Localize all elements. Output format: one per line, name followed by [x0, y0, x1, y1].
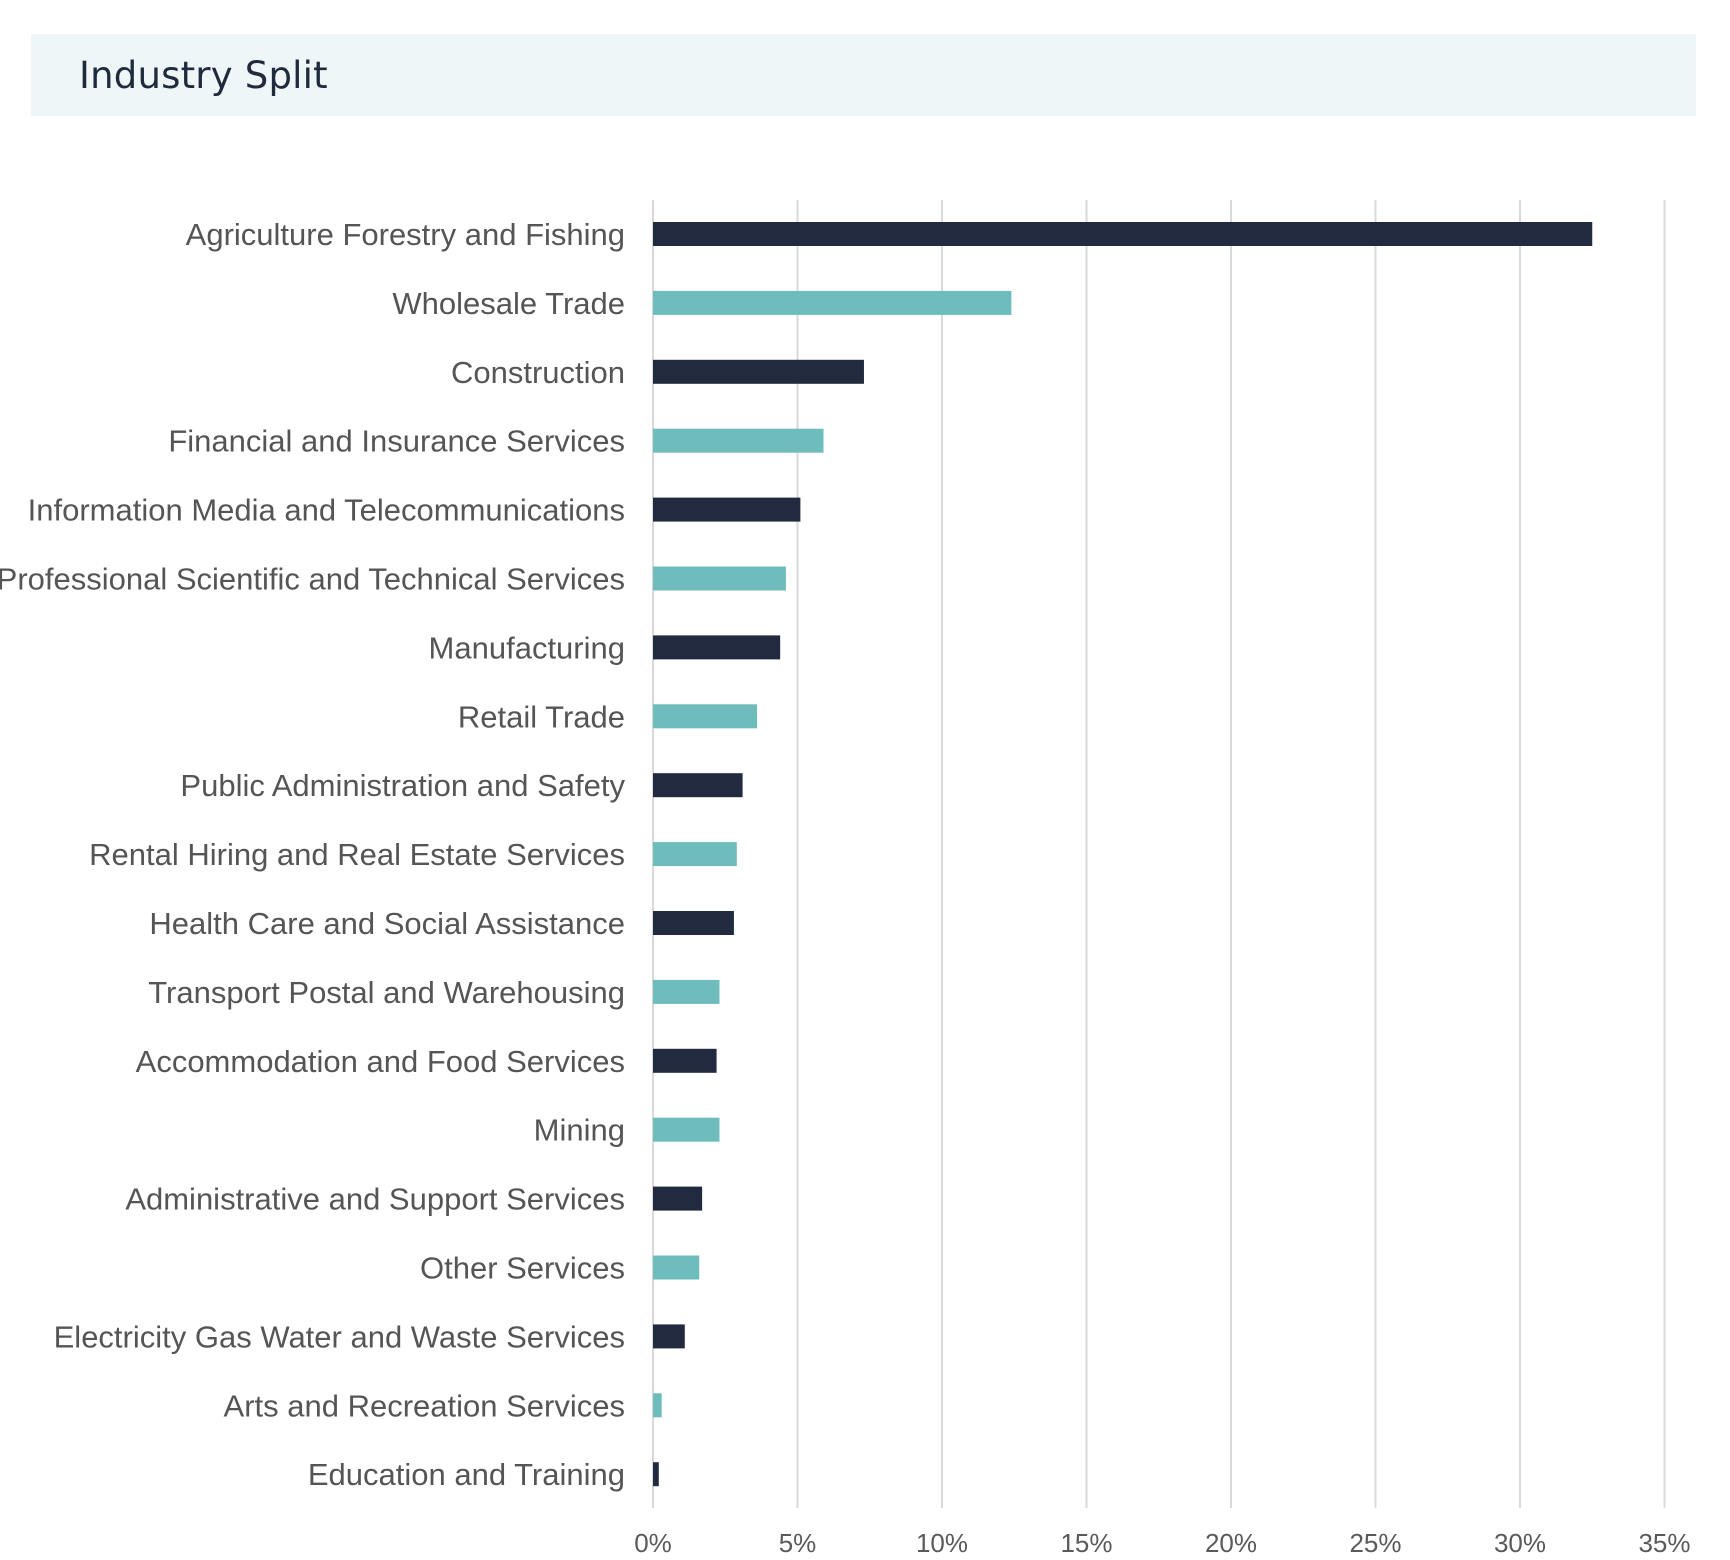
bar [653, 911, 734, 935]
bar [653, 704, 758, 729]
bar [653, 428, 824, 453]
bar [653, 1324, 685, 1349]
category-label: Professional Scientific and Technical Se… [0, 562, 625, 597]
bar [653, 566, 786, 591]
bar [653, 979, 720, 1004]
category-label: Rental Hiring and Real Estate Services [89, 837, 625, 872]
category-label: Mining [534, 1113, 625, 1148]
category-label: Arts and Recreation Services [224, 1388, 625, 1423]
category-label: Transport Postal and Warehousing [148, 975, 625, 1010]
gridlines [652, 200, 1666, 1508]
x-tick-label: 10% [916, 1528, 968, 1558]
category-label: Health Care and Social Assistance [149, 906, 625, 941]
chart-header: Industry Split [31, 34, 1696, 116]
category-label: Wholesale Trade [392, 286, 625, 321]
category-label: Agriculture Forestry and Fishing [186, 217, 625, 252]
chart-title: Industry Split [79, 53, 328, 97]
bar [653, 1117, 720, 1142]
category-label: Construction [451, 355, 625, 390]
x-tick-label: 30% [1494, 1528, 1546, 1558]
category-label: Education and Training [308, 1457, 625, 1492]
category-label: Other Services [420, 1251, 625, 1286]
category-label: Manufacturing [429, 630, 625, 665]
category-label: Financial and Insurance Services [168, 424, 625, 459]
category-labels: Agriculture Forestry and Fishing Wholesal… [0, 217, 625, 1492]
bar [653, 842, 737, 867]
bars [653, 222, 1593, 1487]
bar [653, 773, 743, 798]
bar [653, 1186, 703, 1211]
x-tick-label: 20% [1205, 1528, 1257, 1558]
category-label: Information Media and Telecommunications [28, 493, 625, 528]
category-label: Public Administration and Safety [180, 768, 625, 803]
bar [653, 290, 1012, 315]
x-tick-label: 5% [779, 1528, 817, 1558]
bar [653, 497, 801, 522]
bar [653, 359, 864, 384]
bar [653, 635, 781, 660]
bar [653, 222, 1593, 246]
category-label: Retail Trade [458, 699, 625, 734]
bar [653, 1462, 659, 1487]
bar [653, 1048, 717, 1073]
category-label: Electricity Gas Water and Waste Services [54, 1319, 625, 1354]
category-label: Accommodation and Food Services [136, 1044, 625, 1079]
x-tick-label: 15% [1060, 1528, 1112, 1558]
x-tick-label: 25% [1349, 1528, 1401, 1558]
x-tick-label: 35% [1638, 1528, 1690, 1558]
bar [653, 1255, 700, 1280]
x-tick-label: 0% [634, 1528, 672, 1558]
bar [653, 1393, 662, 1418]
category-label: Administrative and Support Services [125, 1182, 625, 1217]
x-axis-ticks: 0% 5% 10% 15% 20% 25% 30% 35% [634, 1528, 1690, 1558]
